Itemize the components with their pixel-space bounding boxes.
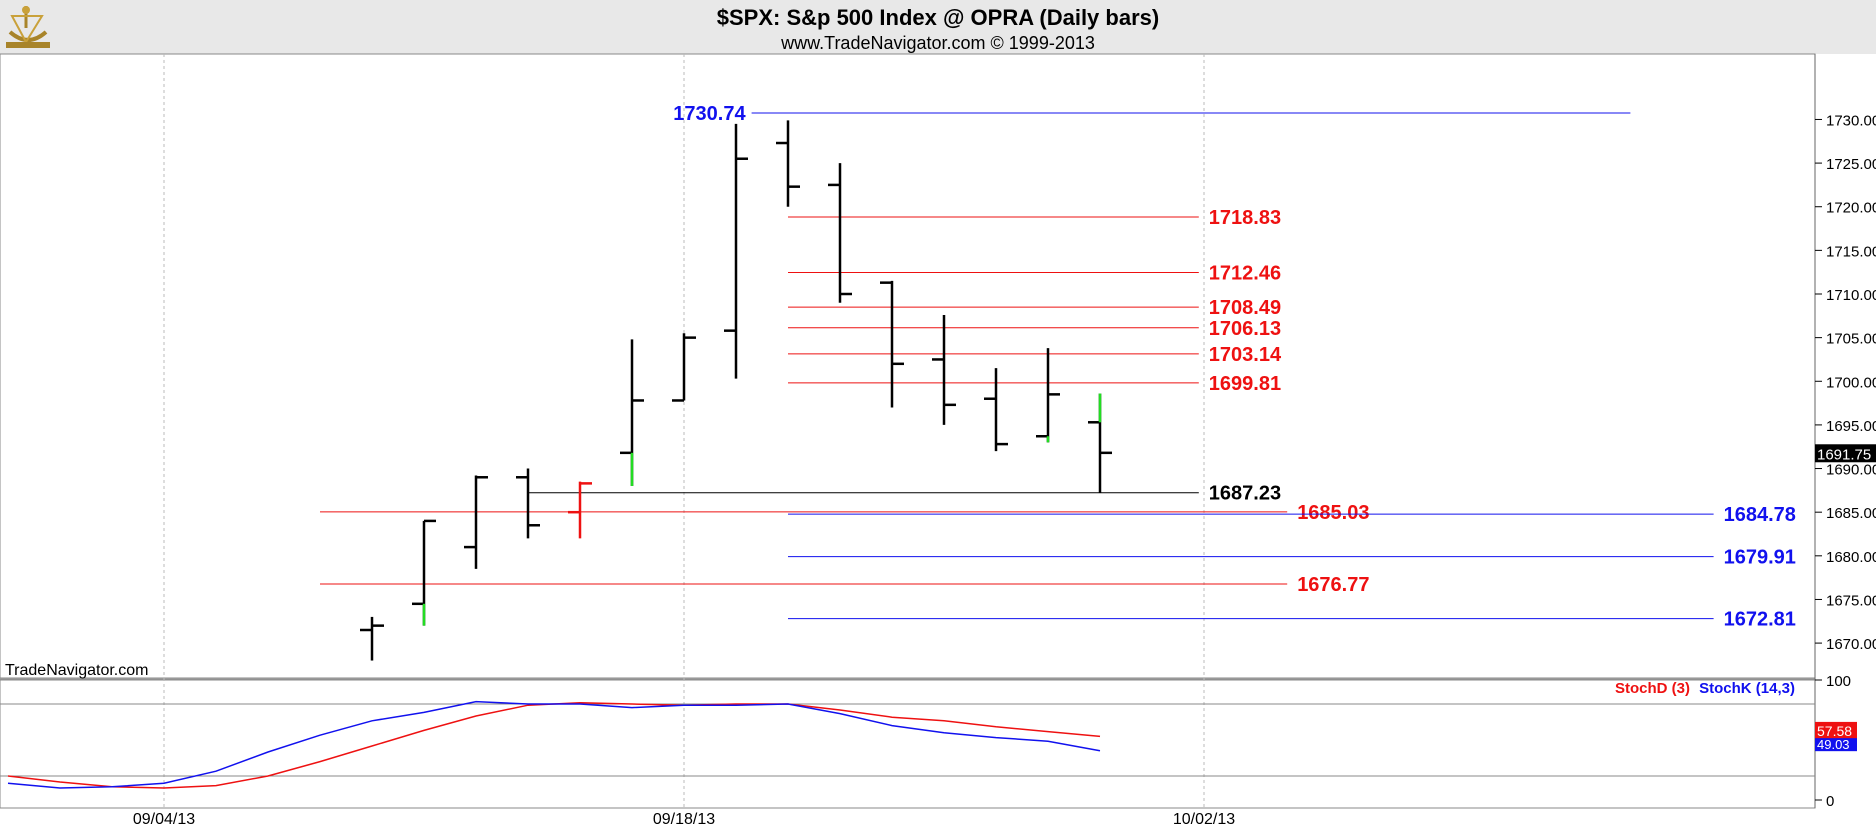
y-tick-label: 1710.00 — [1826, 287, 1876, 304]
y-tick-label: 1715.00 — [1826, 243, 1876, 260]
stoch-tick-label: 100 — [1826, 673, 1851, 690]
y-tick-label: 1730.00 — [1826, 112, 1876, 129]
price-panel — [0, 53, 1816, 679]
x-tick-label: 09/18/13 — [653, 811, 715, 828]
chart-subtitle: www.TradeNavigator.com © 1999-2013 — [780, 33, 1095, 53]
header-band — [0, 0, 1876, 54]
level-label-1706.13: 1706.13 — [1209, 318, 1281, 340]
level-label-1687.23: 1687.23 — [1209, 483, 1281, 505]
stoch-tick-label: 0 — [1826, 793, 1834, 810]
y-tick-label: 1700.00 — [1826, 374, 1876, 391]
y-tick-label: 1725.00 — [1826, 156, 1876, 173]
stoch-k-tag: 49.03 — [1817, 737, 1850, 752]
price-axis: 1730.00 1725.00 1720.00 1715.00 1710.00 1705.… — [1815, 112, 1876, 653]
chart-title: $SPX: S&p 500 Index @ OPRA (Daily bars) — [717, 5, 1159, 30]
y-tick-label: 1720.00 — [1826, 200, 1876, 217]
last-price-tag-box — [1815, 444, 1876, 463]
level-label-1718.83: 1718.83 — [1209, 207, 1281, 229]
level-label-1679.91: 1679.91 — [1724, 547, 1796, 569]
level-label-1685.03: 1685.03 — [1297, 502, 1369, 524]
level-label-1703.14: 1703.14 — [1209, 344, 1282, 366]
x-tick-label: 09/04/13 — [133, 811, 195, 828]
stoch-k-tag-box — [1815, 738, 1857, 752]
stoch-panel — [0, 679, 1816, 809]
level-label-1684.78: 1684.78 — [1724, 504, 1796, 526]
y-tick-label: 1690.00 — [1826, 462, 1876, 479]
stoch-d-tag: 57.58 — [1817, 723, 1852, 739]
level-label-1712.46: 1712.46 — [1209, 263, 1281, 285]
level-label-1699.81: 1699.81 — [1209, 373, 1281, 395]
y-tick-label: 1680.00 — [1826, 549, 1876, 566]
x-tick-label: 10/02/13 — [1173, 811, 1235, 828]
ohlc-bars — [360, 120, 1112, 661]
y-tick-label: 1670.00 — [1826, 636, 1876, 653]
stoch-d-tag-box — [1815, 721, 1857, 739]
stoch-series-k — [7, 700, 1101, 789]
legend-stoch-k: StochK (14,3) — [1699, 680, 1795, 697]
date-axis: 09/04/13 09/18/13 10/02/13 — [133, 811, 1235, 828]
level-label-1676.77: 1676.77 — [1297, 574, 1369, 596]
sextant-logo-icon — [6, 6, 50, 48]
y-tick-label: 1675.00 — [1826, 592, 1876, 609]
legend-stoch-d: StochD (3) — [1615, 680, 1690, 697]
level-label-1730.74: 1730.74 — [673, 103, 746, 125]
level-label-1708.49: 1708.49 — [1209, 297, 1281, 319]
last-price-tag: 1691.75 — [1817, 446, 1871, 463]
watermark-text: TradeNavigator.com — [5, 662, 148, 679]
level-label-1672.81: 1672.81 — [1724, 609, 1796, 631]
y-tick-label: 1685.00 — [1826, 505, 1876, 522]
y-tick-label: 1695.00 — [1826, 418, 1876, 435]
stochastic-lines: StochD (3) StochK (14,3) — [0, 680, 1815, 789]
y-tick-label: 1705.00 — [1826, 331, 1876, 348]
